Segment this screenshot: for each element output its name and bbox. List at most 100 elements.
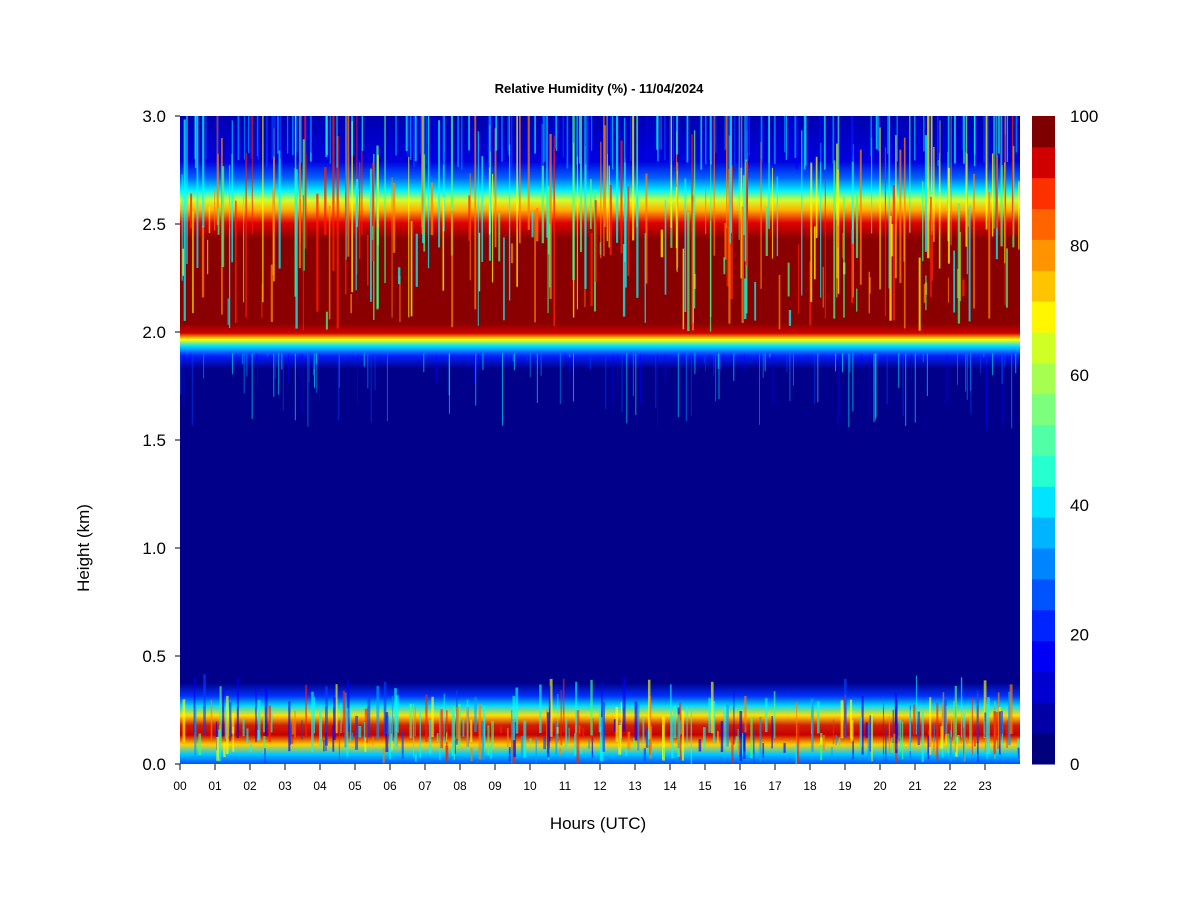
streak	[1006, 248, 1008, 308]
x-tick-label: 10	[523, 779, 537, 793]
streak	[245, 152, 247, 318]
streak	[516, 116, 518, 287]
streak	[963, 727, 965, 763]
streak	[394, 688, 397, 748]
streak	[703, 353, 705, 363]
streak	[372, 226, 374, 241]
streak	[376, 227, 379, 308]
streak	[813, 226, 816, 280]
streak	[933, 724, 935, 742]
streak	[694, 273, 696, 289]
streak	[824, 176, 826, 319]
streak	[585, 116, 587, 165]
streak	[367, 695, 371, 738]
streak	[282, 353, 284, 411]
streak	[977, 725, 979, 763]
streak	[687, 212, 690, 332]
streak	[836, 143, 838, 279]
streak	[277, 116, 279, 154]
streak	[810, 162, 813, 302]
streak	[409, 116, 412, 160]
streak	[221, 137, 223, 315]
streak	[637, 701, 640, 751]
streak	[580, 747, 583, 754]
streak	[851, 144, 854, 244]
streak	[294, 353, 296, 421]
streak	[895, 699, 898, 754]
streak	[1004, 353, 1006, 367]
streak	[313, 353, 315, 370]
streak	[987, 697, 990, 755]
streak	[482, 353, 484, 371]
streak	[671, 715, 674, 759]
streak	[884, 727, 887, 762]
streak	[194, 116, 196, 160]
streak	[382, 748, 385, 763]
streak	[643, 748, 647, 762]
streak	[433, 116, 436, 160]
streak	[686, 116, 689, 163]
streak	[347, 116, 350, 257]
streak	[531, 212, 534, 238]
streak	[366, 234, 369, 286]
streak	[731, 739, 734, 764]
streak	[548, 685, 551, 742]
streak	[681, 710, 685, 761]
streak	[475, 353, 477, 406]
streak	[305, 684, 307, 737]
streak	[568, 353, 570, 402]
streak	[710, 681, 714, 734]
streak	[576, 156, 578, 310]
streak	[549, 133, 552, 299]
streak	[273, 116, 276, 157]
y-tick-label: 0.5	[142, 647, 166, 666]
streak	[898, 353, 900, 388]
streak	[226, 695, 229, 755]
streak	[608, 165, 610, 248]
streak	[579, 725, 581, 735]
streak	[498, 212, 501, 262]
streak	[993, 116, 995, 229]
streak	[391, 177, 393, 318]
x-axis: 00 01 02 03 04 05 06 07 08 09 10 11 12 13 14 15 16 17 18 19…	[173, 764, 992, 793]
streak	[332, 116, 335, 271]
streak	[591, 726, 594, 758]
streak	[647, 730, 650, 745]
streak	[302, 195, 304, 331]
streak	[264, 748, 266, 764]
streak	[664, 353, 666, 383]
streak	[947, 167, 950, 264]
streak	[762, 353, 764, 378]
streak	[227, 298, 229, 325]
streak	[859, 149, 862, 285]
streak	[709, 116, 711, 160]
streak	[922, 353, 924, 363]
streak	[503, 237, 505, 321]
streak	[336, 116, 338, 168]
streak	[338, 353, 340, 421]
streak	[851, 353, 853, 359]
streak	[186, 116, 188, 264]
streak	[622, 243, 626, 317]
streak	[1011, 353, 1013, 429]
streak	[369, 168, 372, 302]
streak	[572, 116, 575, 281]
x-tick-label: 22	[943, 779, 957, 793]
streak	[789, 353, 791, 401]
streak	[534, 116, 536, 154]
streak	[446, 731, 449, 740]
streak	[439, 709, 441, 761]
streak	[987, 116, 989, 168]
streak	[902, 353, 904, 417]
streak	[1015, 353, 1017, 374]
streak	[501, 353, 503, 426]
streak	[364, 737, 367, 752]
streak	[291, 116, 294, 155]
streak	[392, 182, 396, 253]
streak	[677, 714, 680, 757]
streak	[677, 353, 679, 418]
streak	[445, 745, 449, 759]
streak	[971, 698, 973, 755]
streak	[539, 684, 542, 734]
streak	[325, 116, 328, 157]
